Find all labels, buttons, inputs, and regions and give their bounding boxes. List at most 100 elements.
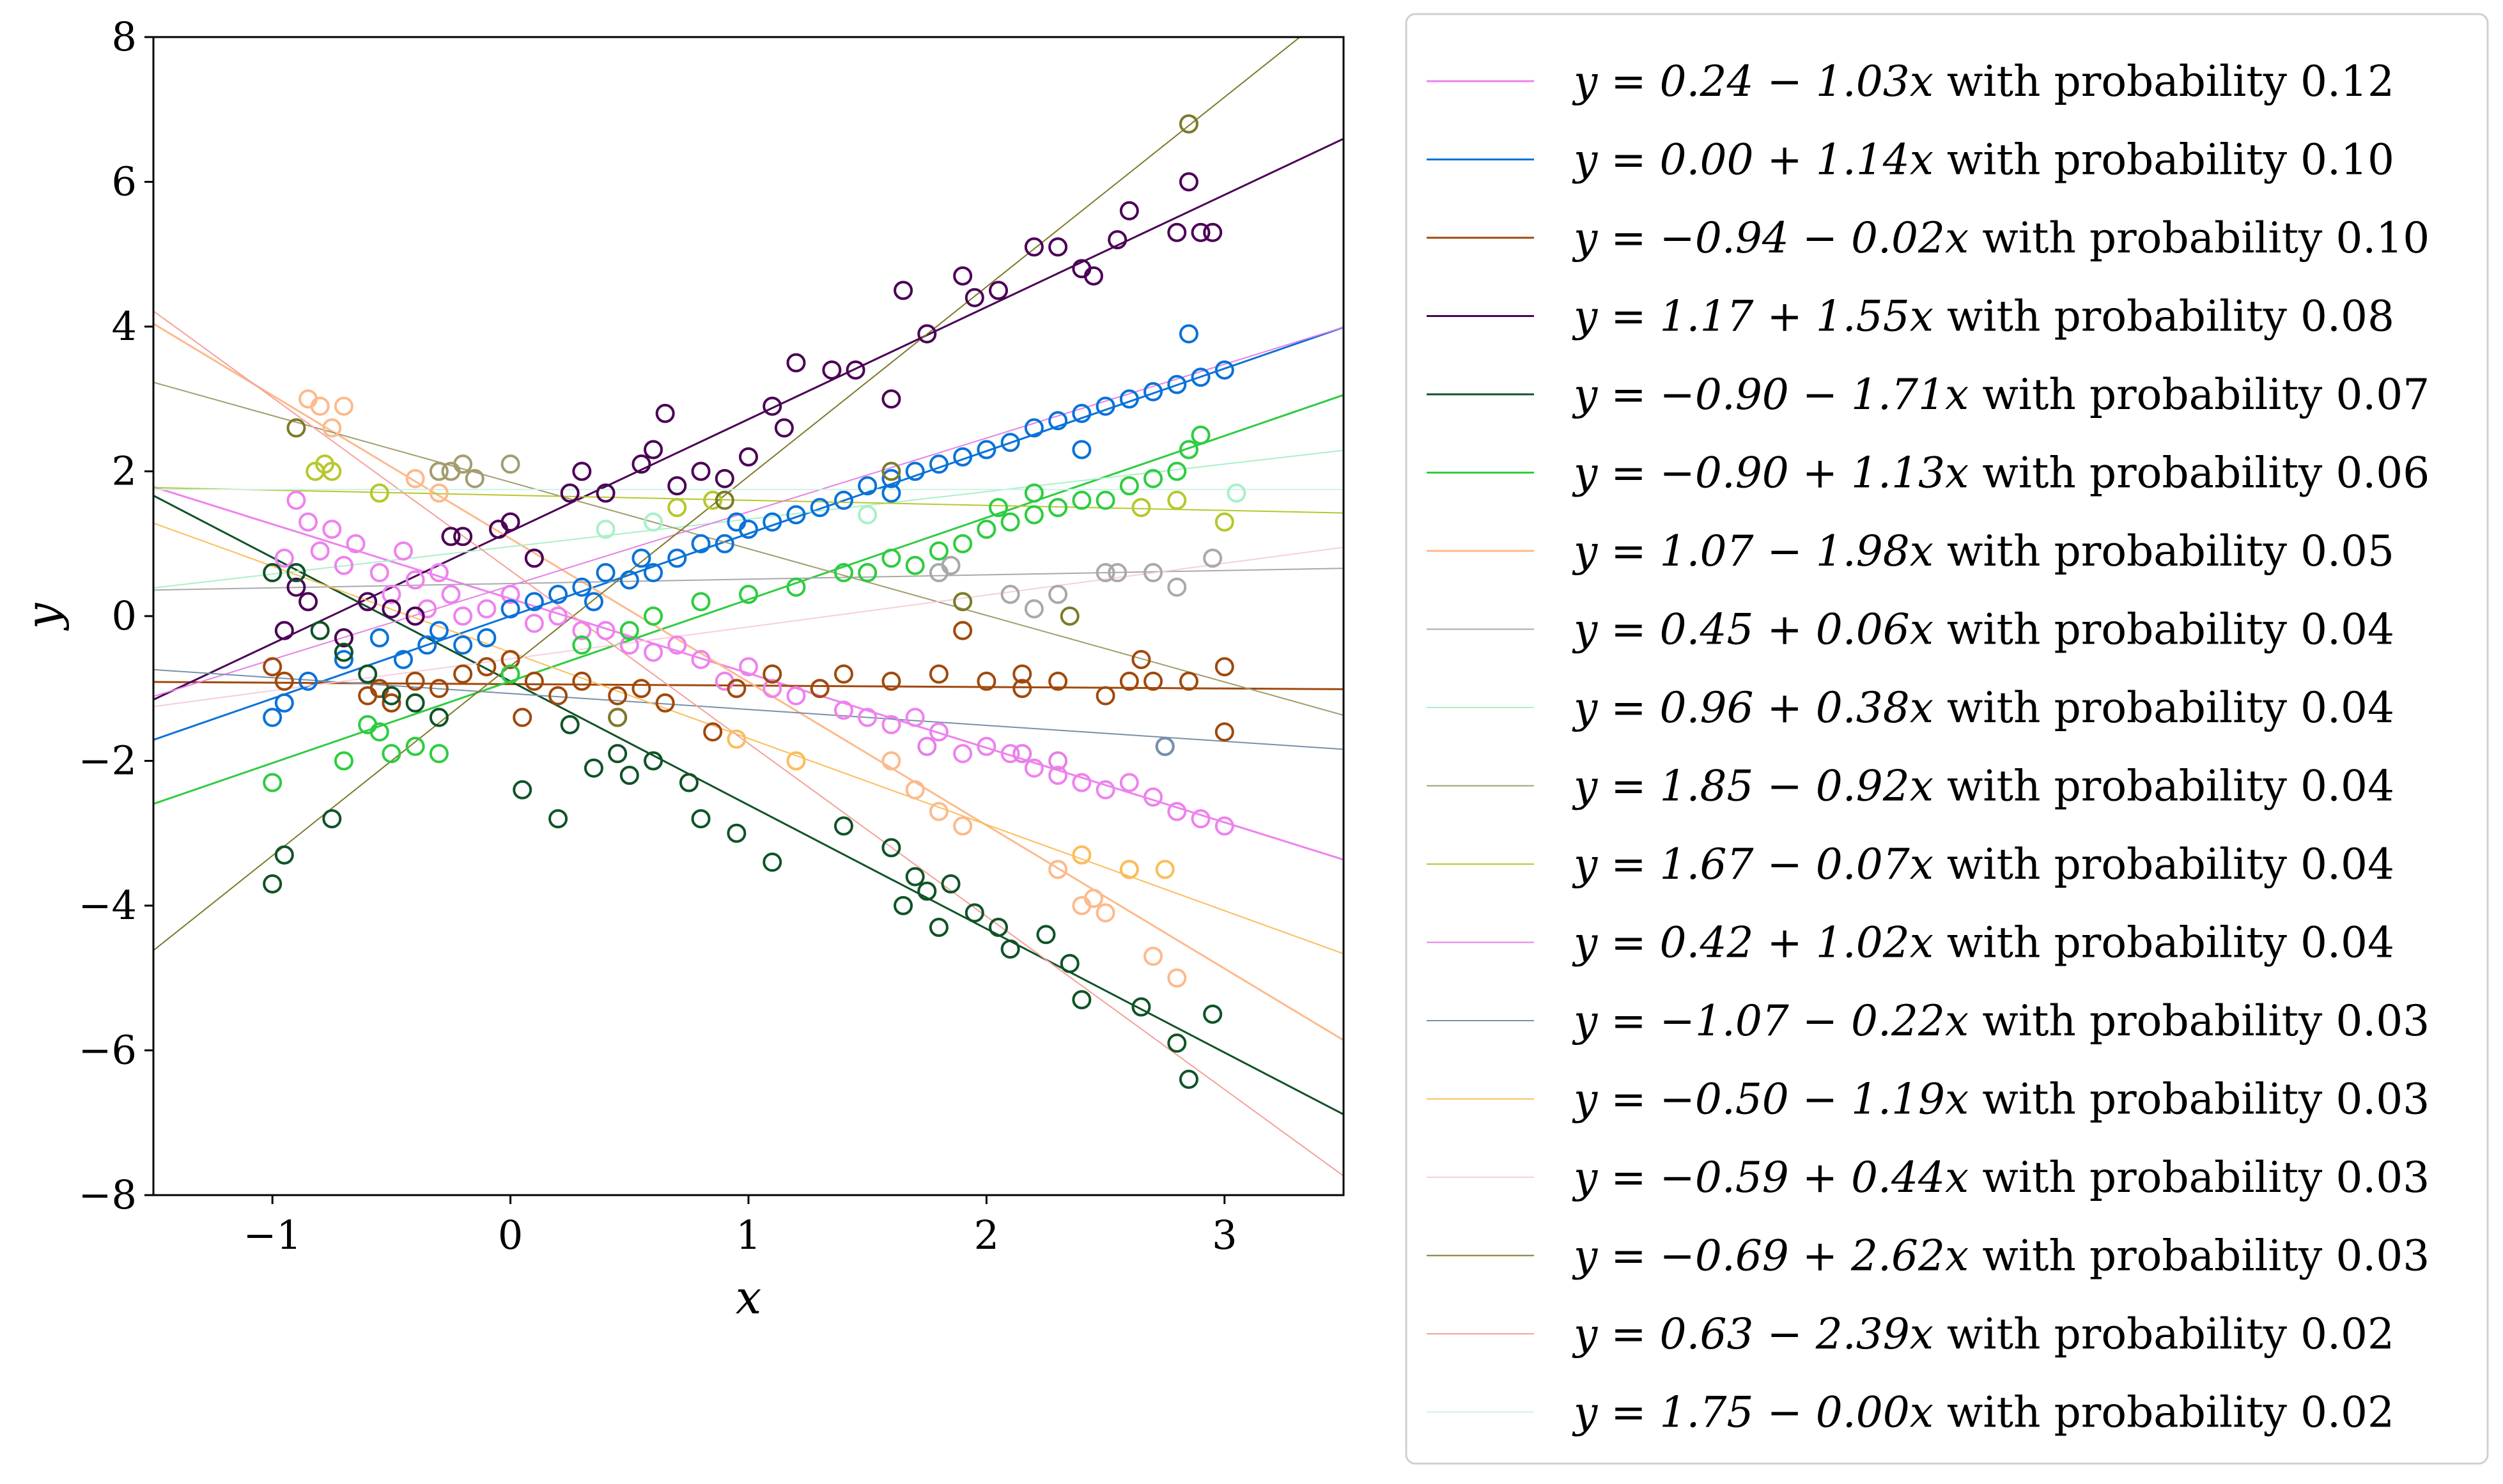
data-point	[715, 468, 734, 488]
y-axis-ticks: −8 −6 −4 −2 0 2 4 6 8	[79, 13, 153, 1218]
data-point	[346, 534, 366, 553]
data-point	[358, 592, 378, 612]
data-point	[786, 686, 806, 706]
data-point	[989, 917, 1009, 937]
legend-equation: y = 0.00 + 1.14x	[1572, 135, 1933, 185]
data-point	[644, 751, 663, 771]
data-point	[822, 360, 842, 380]
legend-probability: with probability 0.04	[1933, 762, 2394, 811]
data-point	[322, 418, 342, 438]
data-point	[941, 874, 961, 894]
data-point	[1214, 816, 1234, 836]
data-point	[429, 744, 449, 764]
data-point	[1060, 954, 1080, 973]
data-point	[881, 483, 901, 503]
data-point	[608, 707, 628, 727]
x-tick-label: 3	[1212, 1212, 1237, 1258]
data-point	[977, 736, 996, 756]
series-line-5	[153, 495, 1344, 1116]
data-point	[274, 845, 294, 865]
legend-probability: with probability 0.04	[1933, 918, 2394, 968]
legend-probability: with probability 0.04	[1933, 840, 2394, 889]
data-point	[905, 780, 925, 800]
data-point	[1119, 773, 1139, 792]
data-point	[833, 664, 853, 684]
data-point	[917, 736, 937, 756]
legend-probability: with probability 0.04	[1933, 605, 2394, 654]
data-point	[739, 657, 758, 677]
legend-entry-9: y = 0.96 + 0.38x with probability 0.04	[1572, 683, 2394, 732]
legend-equation: y = −0.90 − 1.71x	[1572, 370, 1969, 419]
data-point	[774, 418, 794, 438]
data-point	[286, 563, 306, 583]
data-point	[453, 527, 473, 546]
data-point	[477, 657, 497, 677]
data-point	[881, 715, 901, 734]
data-point	[1214, 657, 1234, 677]
data-point	[382, 744, 401, 764]
data-point	[513, 707, 532, 727]
data-point	[1072, 490, 1092, 510]
data-point	[810, 679, 830, 699]
data-point	[500, 512, 520, 532]
legend-entry-2: y = 0.00 + 1.14x with probability 0.10	[1572, 135, 2394, 185]
data-point	[905, 707, 925, 727]
data-point	[739, 585, 758, 605]
data-point	[1214, 360, 1234, 380]
data-point	[1024, 418, 1044, 438]
data-point	[453, 635, 473, 655]
legend-probability: with probability 0.04	[1933, 683, 2394, 732]
data-point	[917, 324, 937, 344]
data-point	[596, 621, 616, 640]
data-point	[334, 642, 353, 662]
data-point	[1012, 744, 1032, 764]
data-point	[667, 498, 687, 518]
y-tick-label: −4	[79, 882, 137, 929]
data-point	[274, 671, 294, 691]
data-point	[334, 555, 353, 575]
data-point	[477, 599, 497, 619]
data-point	[1179, 440, 1198, 460]
data-point	[310, 621, 330, 640]
data-point	[691, 809, 711, 829]
y-tick-label: 2	[112, 448, 137, 495]
legend-probability: with probability 0.05	[1933, 527, 2394, 576]
data-point	[286, 577, 306, 597]
data-point	[953, 816, 973, 836]
data-point	[644, 440, 663, 460]
data-point	[1083, 888, 1103, 908]
legend-entry-5: y = −0.90 − 1.71x with probability 0.07	[1572, 370, 2429, 419]
data-point	[405, 468, 425, 488]
data-point	[786, 751, 806, 771]
data-point	[1119, 476, 1139, 496]
data-point	[1203, 1004, 1223, 1024]
data-point	[1048, 585, 1068, 605]
y-tick-label: −6	[79, 1027, 137, 1074]
data-point	[846, 360, 865, 380]
legend-equation: y = 0.63 − 2.39x	[1572, 1310, 1933, 1359]
series-line-10	[153, 382, 1344, 716]
legend-entry-1: y = 0.24 − 1.03x with probability 0.12	[1572, 57, 2394, 106]
data-point	[1048, 237, 1068, 257]
data-point	[619, 635, 639, 655]
data-point	[703, 490, 723, 510]
data-point	[727, 823, 747, 843]
y-tick-label: −8	[79, 1171, 137, 1218]
data-point	[715, 490, 734, 510]
data-point	[1072, 440, 1092, 460]
data-point	[1048, 498, 1068, 518]
data-point	[274, 693, 294, 713]
data-point	[1108, 230, 1128, 250]
series-line-6	[153, 394, 1344, 805]
data-point	[881, 461, 901, 481]
data-point	[322, 461, 342, 481]
data-point	[608, 744, 628, 764]
legend-equation: y = −0.59 + 0.44x	[1572, 1153, 1969, 1202]
data-point	[394, 649, 414, 669]
data-point	[500, 599, 520, 619]
legend-probability: with probability 0.02	[1933, 1310, 2394, 1359]
data-point	[894, 281, 913, 300]
data-point	[274, 621, 294, 640]
data-point	[322, 520, 342, 539]
data-point	[1072, 845, 1092, 865]
